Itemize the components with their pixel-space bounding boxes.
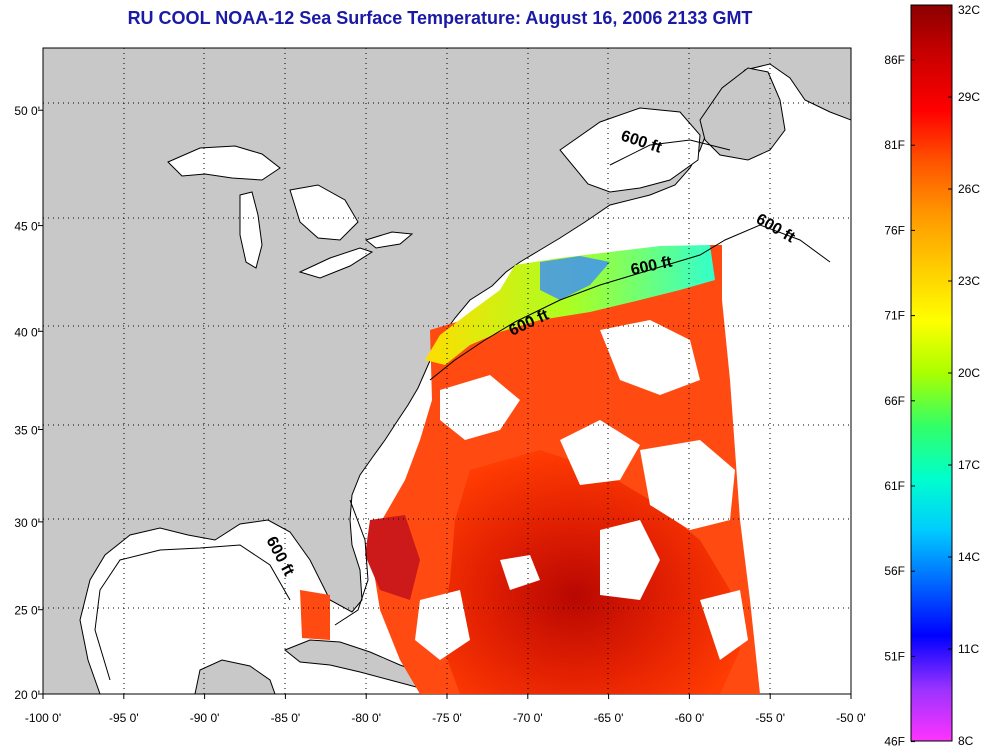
colorbar-c-label: 17C (958, 458, 980, 472)
colorbar-c-label: 11C (958, 642, 979, 656)
lon-tick-label: -75 0' (432, 711, 462, 725)
lat-tick-label: 45 0' (14, 220, 40, 234)
lake-ontario (364, 231, 414, 249)
lon-tick-label: -80 0' (351, 711, 381, 725)
colorbar-f-label: 66F (884, 394, 905, 408)
colorbar-scale (910, 4, 953, 742)
sst-bahamas (365, 515, 420, 600)
lon-tick-label: -85 0' (271, 711, 301, 725)
lon-tick-label: -100 0' (25, 711, 61, 725)
colorbar-c-label: 8C (958, 734, 974, 748)
lon-tick-label: -50 0' (836, 711, 866, 725)
colorbar-f-label: 56F (884, 564, 905, 578)
sst-shelf-water (425, 245, 715, 365)
colorbar-f-label: 61F (884, 479, 905, 493)
colorbar-c-label: 32C (958, 3, 980, 17)
lat-tick-label: 35 0' (14, 423, 40, 437)
lat-tick-label: 50 0' (14, 104, 40, 118)
lon-tick-label: -70 0' (513, 711, 543, 725)
lat-tick-label: 30 0' (14, 516, 40, 530)
lon-tick-label: -60 0' (675, 711, 705, 725)
colorbar-celsius-labels: 32C 29C 26C 23C 20C 17C 14C 11C 8C (948, 3, 980, 748)
lake-superior (167, 145, 281, 181)
longitude-axis: -100 0' -95 0' -90 0' -85 0' -80 0' -75 0' -70… (25, 694, 866, 725)
land-yucatan (194, 659, 276, 694)
colorbar-f-label: 71F (884, 309, 905, 323)
lon-tick-label: -65 0' (594, 711, 624, 725)
sst-hot-core (440, 450, 740, 694)
latitude-axis: 50 0' 45 0' 40 0' 35 0' 30 0' 25 0' 20 0' (14, 104, 43, 702)
colorbar-c-label: 29C (958, 90, 980, 104)
colorbar-c-label: 14C (958, 550, 980, 564)
lon-tick-label: -55 0' (755, 711, 785, 725)
lat-tick-label: 40 0' (14, 325, 40, 339)
lake-huron (289, 184, 359, 241)
colorbar-fahrenheit-labels: 86F 81F 76F 71F 66F 61F 56F 51F 46F (884, 53, 915, 749)
colorbar-f-label: 86F (884, 53, 905, 67)
sst-gulf-of-maine (540, 256, 610, 300)
colorbar-f-label: 51F (884, 649, 905, 663)
gulf-st-lawrence (559, 107, 701, 193)
lat-tick-label: 25 0' (14, 604, 40, 618)
sst-gulf-florida (300, 590, 330, 640)
map-layers (43, 48, 851, 694)
lake-erie (298, 247, 374, 279)
colorbar-c-label: 23C (958, 274, 980, 288)
colorbar-c-label: 26C (958, 182, 980, 196)
colorbar-c-label: 20C (958, 366, 980, 380)
colorbar-f-label: 81F (884, 138, 905, 152)
colorbar-f-label: 76F (884, 223, 905, 237)
colorbar-f-label: 46F (884, 735, 905, 749)
lake-michigan (239, 191, 263, 269)
lon-tick-label: -95 0' (109, 711, 139, 725)
land-newfoundland (699, 67, 786, 161)
lat-tick-label: 20 0' (14, 688, 40, 702)
lon-tick-label: -90 0' (190, 711, 220, 725)
contour-600ft (94, 139, 831, 681)
colorbar: 86F 81F 76F 71F 66F 61F 56F 51F 46F 32C 29C 26C 23C… (884, 3, 980, 749)
map-title: RU COOL NOAA-12 Sea Surface Temperature:… (127, 8, 753, 28)
